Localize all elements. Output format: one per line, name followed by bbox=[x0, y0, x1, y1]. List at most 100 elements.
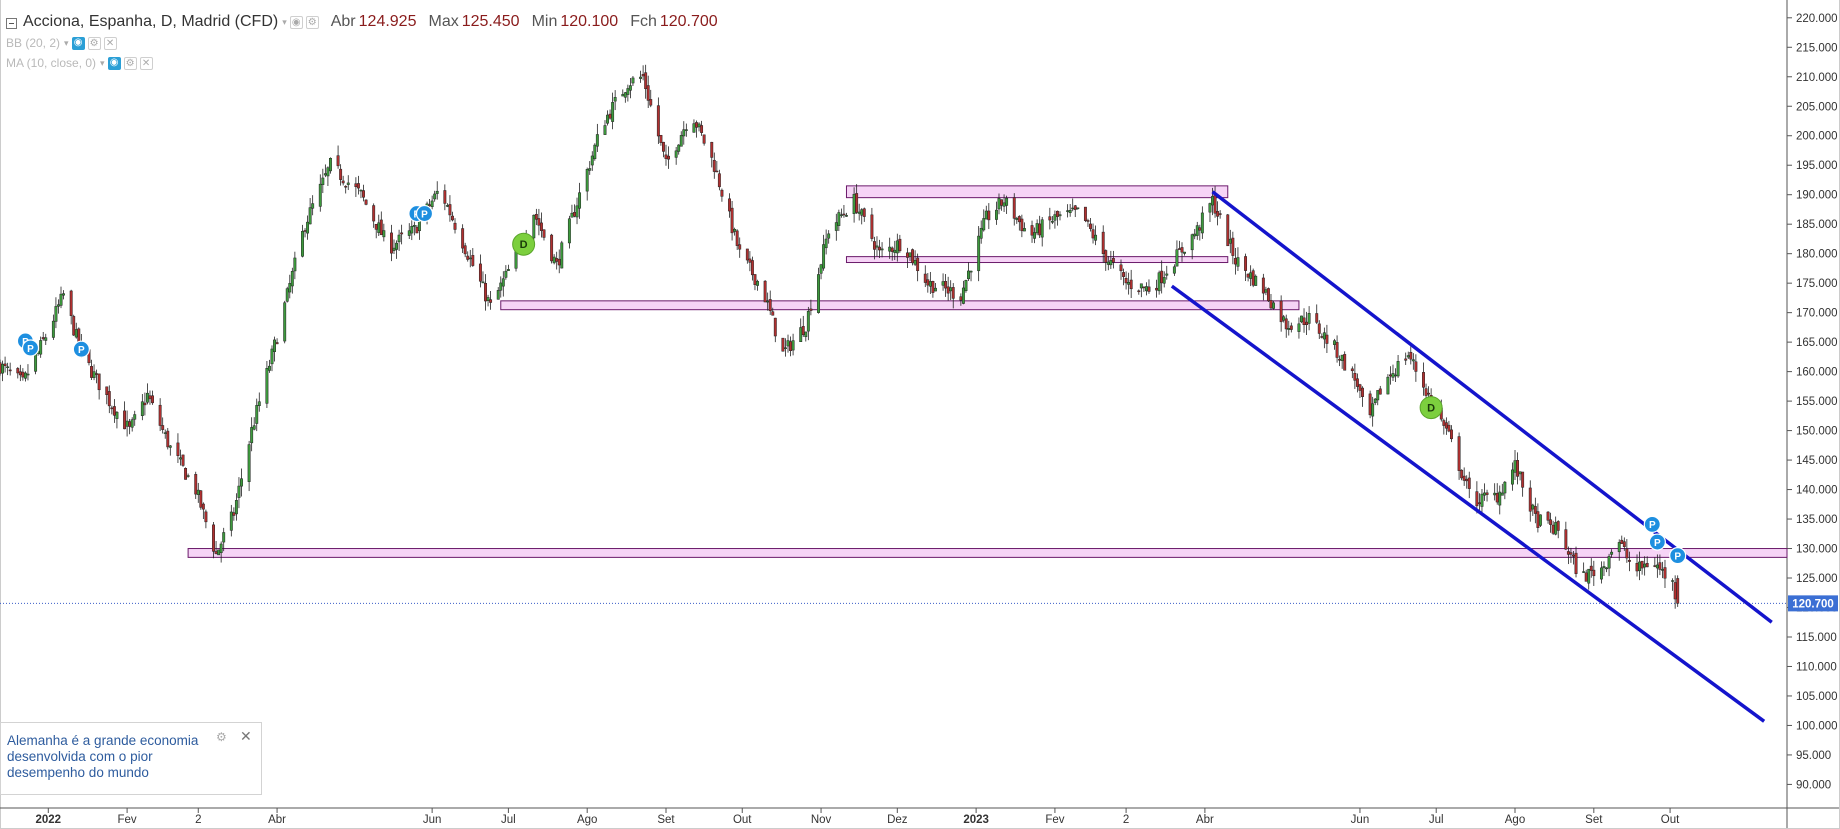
candle-body bbox=[496, 290, 500, 300]
candle-body bbox=[1599, 567, 1603, 580]
chevron-down-icon[interactable]: ▾ bbox=[282, 16, 287, 27]
candle-body bbox=[186, 475, 190, 477]
candle-body bbox=[133, 414, 137, 420]
candle-body bbox=[1142, 286, 1146, 289]
candle-body bbox=[845, 215, 848, 217]
close-icon[interactable]: ✕ bbox=[103, 36, 117, 50]
candle-body bbox=[400, 232, 404, 235]
candle-body bbox=[626, 88, 630, 95]
dividend-marker-label: D bbox=[520, 239, 528, 251]
candle-body bbox=[593, 144, 597, 160]
candle-body bbox=[567, 218, 571, 244]
chevron-down-icon[interactable]: ▾ bbox=[64, 37, 69, 48]
gear-icon[interactable]: ⚙ bbox=[123, 56, 137, 70]
candle-body bbox=[837, 212, 841, 226]
eye-icon[interactable]: ◉ bbox=[71, 36, 85, 50]
y-tick-label: 220.000 bbox=[1796, 13, 1838, 25]
eye-icon[interactable]: ◉ bbox=[107, 56, 121, 70]
eye-icon[interactable]: ◉ bbox=[289, 15, 303, 29]
x-tick-label: Nov bbox=[811, 814, 832, 826]
candle-body bbox=[1094, 234, 1098, 241]
x-tick-label: Ago bbox=[1505, 814, 1525, 826]
candle-body bbox=[1371, 403, 1375, 417]
candle-body bbox=[6, 366, 10, 369]
candle-body bbox=[69, 290, 73, 316]
candle-body bbox=[552, 256, 556, 264]
indicator-bb-label[interactable]: BB (20, 2) bbox=[6, 36, 61, 50]
candle-body bbox=[1587, 568, 1591, 584]
symbol-title[interactable]: Acciona, Espanha, D, Madrid (CFD) bbox=[23, 13, 279, 30]
candle-body bbox=[407, 230, 411, 236]
candle-body bbox=[1450, 429, 1453, 440]
high-value: 125.450 bbox=[461, 13, 520, 30]
candle-body bbox=[130, 419, 134, 428]
candle-body bbox=[608, 113, 612, 119]
candle-body bbox=[542, 229, 546, 238]
candle-body bbox=[433, 193, 437, 200]
candle-body bbox=[895, 240, 899, 254]
y-tick-label: 210.000 bbox=[1796, 72, 1838, 84]
news-popup[interactable]: Alemanha é a grande economia desenvolvid… bbox=[0, 722, 262, 795]
y-tick-label: 200.000 bbox=[1796, 131, 1838, 143]
candle-body bbox=[1015, 217, 1019, 220]
candle-body bbox=[893, 249, 897, 253]
candle-body bbox=[913, 260, 917, 265]
y-tick-label: 185.000 bbox=[1796, 219, 1838, 231]
candle-body bbox=[219, 543, 223, 553]
candle-body bbox=[852, 193, 856, 214]
indicator-ma-label[interactable]: MA (10, close, 0) bbox=[6, 56, 97, 70]
gear-icon[interactable]: ⚙ bbox=[305, 15, 319, 29]
candle-body bbox=[1124, 278, 1128, 284]
candle-body bbox=[606, 114, 609, 124]
chevron-down-icon[interactable]: ▾ bbox=[100, 57, 105, 68]
candle-body bbox=[1315, 313, 1319, 323]
candle-body bbox=[336, 155, 340, 167]
high-label: Max bbox=[428, 13, 459, 30]
candle-body bbox=[1493, 492, 1497, 496]
candle-body bbox=[1071, 207, 1075, 210]
candle-body bbox=[1333, 340, 1336, 345]
candle-body bbox=[128, 421, 132, 427]
channel-trend-line bbox=[1170, 284, 1766, 723]
candle-body bbox=[1083, 206, 1087, 221]
candle-body bbox=[1462, 475, 1466, 481]
candle-body bbox=[1076, 207, 1080, 210]
candle-body bbox=[1022, 228, 1026, 232]
support-resistance-zone bbox=[500, 300, 1300, 311]
candle-body bbox=[916, 257, 920, 272]
gear-icon[interactable]: ⚙ bbox=[216, 730, 227, 744]
news-headline[interactable]: Alemanha é a grande economia desenvolvid… bbox=[7, 733, 199, 780]
candle-body bbox=[1673, 582, 1677, 600]
candle-body bbox=[364, 199, 368, 205]
candle-body bbox=[1073, 205, 1077, 210]
candle-body bbox=[923, 273, 927, 283]
candle-body bbox=[860, 209, 864, 216]
candle-body bbox=[667, 155, 670, 160]
candle-body bbox=[557, 258, 561, 266]
candle-body bbox=[1180, 247, 1184, 253]
y-tick-label: 145.000 bbox=[1796, 455, 1838, 467]
candle-body bbox=[857, 211, 861, 214]
collapse-legend-icon[interactable] bbox=[6, 17, 17, 29]
candle-body bbox=[372, 205, 376, 222]
candle-body bbox=[822, 244, 826, 269]
candle-body bbox=[105, 386, 109, 395]
y-tick-label: 150.000 bbox=[1796, 426, 1838, 438]
candle-body bbox=[161, 425, 165, 430]
candle-body bbox=[560, 242, 564, 269]
candle-body bbox=[1302, 317, 1306, 325]
candle-body bbox=[1447, 424, 1451, 432]
candle-body bbox=[539, 222, 543, 231]
candle-body bbox=[1104, 250, 1108, 263]
close-icon[interactable]: ✕ bbox=[139, 56, 153, 70]
candle-body bbox=[95, 373, 99, 375]
candle-body bbox=[1516, 460, 1520, 477]
close-icon[interactable]: ✕ bbox=[240, 728, 252, 744]
candle-body bbox=[834, 222, 838, 231]
candle-body bbox=[623, 92, 627, 98]
candle-body bbox=[1261, 277, 1265, 294]
candle-body bbox=[575, 205, 579, 218]
gear-icon[interactable]: ⚙ bbox=[87, 36, 101, 50]
candle-body bbox=[911, 249, 915, 264]
